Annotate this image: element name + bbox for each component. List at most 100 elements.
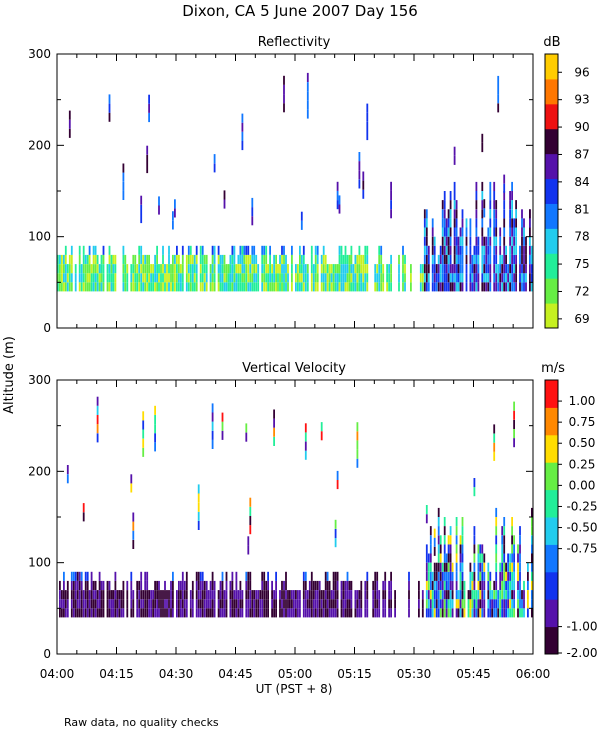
data-cell — [142, 447, 145, 457]
data-cell — [457, 282, 460, 292]
data-cell — [160, 608, 162, 618]
data-cell — [219, 282, 222, 292]
data-cell — [205, 282, 208, 292]
data-cell — [126, 580, 129, 590]
data-cell — [336, 580, 339, 590]
data-cell — [374, 273, 377, 283]
data-cell — [189, 599, 192, 609]
data-cell — [300, 254, 303, 264]
data-cell — [481, 599, 484, 609]
data-cell — [146, 154, 149, 164]
data-cell — [425, 245, 428, 255]
data-cell — [84, 580, 87, 590]
data-cell — [503, 245, 506, 255]
data-cell — [356, 449, 359, 459]
data-cell — [82, 245, 85, 255]
data-cell — [116, 599, 119, 609]
data-cell — [205, 590, 208, 600]
data-cell — [142, 590, 145, 600]
data-cell — [267, 608, 269, 618]
data-cell — [360, 264, 363, 274]
data-cell — [122, 282, 125, 292]
data-cell — [66, 474, 69, 484]
data-cell — [199, 264, 202, 274]
data-cell — [249, 590, 252, 600]
data-cell — [443, 526, 446, 536]
data-cell — [469, 236, 472, 246]
data-cell — [306, 282, 309, 292]
data-cell — [59, 264, 61, 274]
data-cell — [449, 599, 452, 609]
data-cell — [291, 599, 293, 609]
data-cell — [513, 282, 515, 292]
data-cell — [251, 282, 254, 292]
data-cell — [489, 245, 492, 255]
data-cell — [513, 571, 515, 581]
data-cell — [513, 599, 515, 609]
data-cell — [477, 282, 480, 292]
data-cell — [203, 590, 206, 600]
data-cell — [138, 245, 141, 255]
data-cell — [291, 282, 293, 292]
data-cell — [126, 599, 129, 609]
data-cell — [166, 282, 168, 292]
data-cell — [425, 553, 428, 563]
data-cell — [148, 590, 150, 600]
data-cell — [241, 122, 244, 132]
data-cell — [63, 254, 65, 264]
data-cell — [70, 590, 73, 600]
data-cell — [152, 608, 154, 618]
data-cell — [261, 282, 264, 292]
data-cell — [483, 236, 486, 246]
data-cell — [529, 227, 531, 237]
data-cell — [82, 273, 85, 283]
data-cell — [289, 608, 291, 618]
data-cell — [84, 608, 87, 618]
data-cell — [164, 608, 166, 618]
data-cell — [271, 282, 273, 292]
data-cell — [156, 608, 158, 618]
data-cell — [459, 544, 462, 554]
data-cell — [90, 273, 93, 283]
data-cell — [181, 590, 184, 600]
data-cell — [63, 282, 65, 292]
data-cell — [59, 282, 61, 292]
data-cell — [511, 191, 513, 201]
data-cell — [366, 571, 369, 581]
data-cell — [479, 562, 482, 572]
data-cell — [358, 282, 361, 292]
data-cell — [158, 608, 160, 618]
data-cell — [310, 580, 313, 590]
data-cell — [247, 599, 250, 609]
data-cell — [76, 580, 79, 590]
data-cell — [427, 264, 430, 274]
data-cell — [237, 273, 240, 283]
data-cell — [435, 562, 438, 572]
data-cell — [336, 264, 339, 274]
data-cell — [154, 599, 156, 609]
data-cell — [108, 580, 111, 590]
data-cell — [346, 608, 349, 618]
colorbar-label: 90 — [574, 120, 589, 134]
data-cell — [100, 273, 103, 283]
data-cell — [76, 599, 79, 609]
data-cell — [322, 245, 325, 255]
data-cell — [156, 264, 158, 274]
data-cell — [231, 590, 234, 600]
data-cell — [513, 608, 515, 618]
data-cell — [338, 254, 341, 264]
data-cell — [469, 218, 472, 228]
data-cell — [503, 227, 506, 237]
data-cell — [295, 599, 297, 609]
data-cell — [78, 273, 81, 283]
data-cell — [247, 273, 250, 283]
data-cell — [223, 590, 226, 600]
data-cell — [74, 590, 77, 600]
data-cell — [364, 273, 367, 283]
data-cell — [380, 254, 383, 264]
data-cell — [249, 264, 252, 274]
data-cell — [435, 264, 438, 274]
data-cell — [523, 599, 525, 609]
data-cell — [525, 282, 527, 292]
data-cell — [455, 562, 458, 572]
